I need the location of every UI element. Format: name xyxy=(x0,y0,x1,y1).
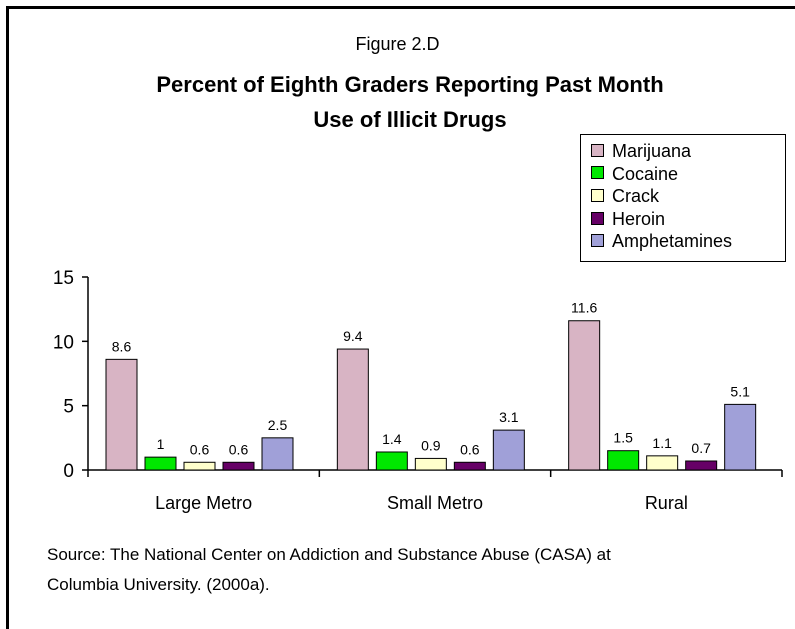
chart-legend: Marijuana Cocaine Crack Heroin Amphetamines xyxy=(580,134,786,262)
chart-data-labels: 8.6 9.4 11.6 1 1.4 1.5 0.6 0.9 1.1 0.6 0.6 0.7 2.5 3.… xyxy=(112,300,750,458)
bar-cocaine xyxy=(607,450,640,471)
chart-title-line-2: Use of Illicit Drugs xyxy=(313,107,507,132)
data-label: 0.6 xyxy=(190,441,210,457)
data-label: 5.1 xyxy=(730,383,750,399)
x-category-label: Large Metro xyxy=(155,493,252,513)
data-label: 0.6 xyxy=(229,441,249,457)
data-label: 1 xyxy=(157,436,165,452)
source-line-1: Source: The National Center on Addiction… xyxy=(47,545,611,564)
y-tick-label: 15 xyxy=(53,268,74,289)
data-label: 1.5 xyxy=(613,430,633,446)
y-tick-label: 0 xyxy=(63,461,74,482)
bar-heroin xyxy=(685,460,718,471)
frame-border-left xyxy=(6,6,9,629)
chart-bars xyxy=(105,320,757,471)
bar-cocaine xyxy=(375,451,408,471)
data-label: 9.4 xyxy=(343,328,363,344)
data-label: 0.6 xyxy=(460,441,480,457)
legend-label: Amphetamines xyxy=(612,231,733,252)
y-tick-label: 10 xyxy=(53,332,74,353)
data-label: 8.6 xyxy=(112,338,132,354)
y-tick-label: 5 xyxy=(63,397,74,418)
data-label: 0.7 xyxy=(691,440,711,456)
legend-label: Heroin xyxy=(612,208,666,229)
legend-swatch xyxy=(591,211,604,225)
bar-amphetamines xyxy=(724,403,757,471)
data-label: 3.1 xyxy=(499,409,519,425)
bar-marijuana xyxy=(105,358,138,471)
x-category-label: Small Metro xyxy=(387,493,483,513)
legend-label: Cocaine xyxy=(612,163,679,184)
bar-amphetamines xyxy=(492,429,525,471)
bar-heroin xyxy=(222,461,255,471)
figure-label: Figure 2.D xyxy=(355,34,440,54)
data-label: 1.1 xyxy=(652,435,672,451)
legend-item-amphetamines: Amphetamines xyxy=(591,231,732,253)
chart-axes: 0 5 10 15 Large Metro Small Metro Rural xyxy=(53,268,783,513)
legend-swatch xyxy=(591,234,604,248)
legend-item-heroin: Heroin xyxy=(591,209,665,231)
bar-cocaine xyxy=(144,456,177,471)
legend-swatch xyxy=(591,166,604,180)
bar-marijuana xyxy=(336,348,369,471)
frame-border-top xyxy=(6,6,795,9)
bar-crack xyxy=(646,455,679,471)
source-line-2: Columbia University. (2000a). xyxy=(47,575,270,594)
x-category-label: Rural xyxy=(645,493,688,513)
legend-item-marijuana: Marijuana xyxy=(591,141,691,163)
legend-swatch xyxy=(591,143,604,157)
data-label: 1.4 xyxy=(382,431,402,447)
bar-crack xyxy=(183,461,216,471)
bar-amphetamines xyxy=(261,437,294,471)
legend-label: Marijuana xyxy=(612,141,692,161)
source-note: Source: The National Center on Addiction… xyxy=(47,540,767,600)
data-label: 2.5 xyxy=(268,417,288,433)
legend-swatch xyxy=(591,188,604,202)
bar-heroin xyxy=(453,461,486,471)
chart-title-line-1: Percent of Eighth Graders Reporting Past… xyxy=(156,72,664,97)
legend-item-crack: Crack xyxy=(591,186,659,208)
legend-item-cocaine: Cocaine xyxy=(591,164,678,186)
data-label: 0.9 xyxy=(421,437,441,453)
bar-crack xyxy=(414,457,447,471)
data-label: 11.6 xyxy=(571,300,597,316)
legend-label: Crack xyxy=(612,186,660,207)
bar-marijuana xyxy=(568,320,601,471)
